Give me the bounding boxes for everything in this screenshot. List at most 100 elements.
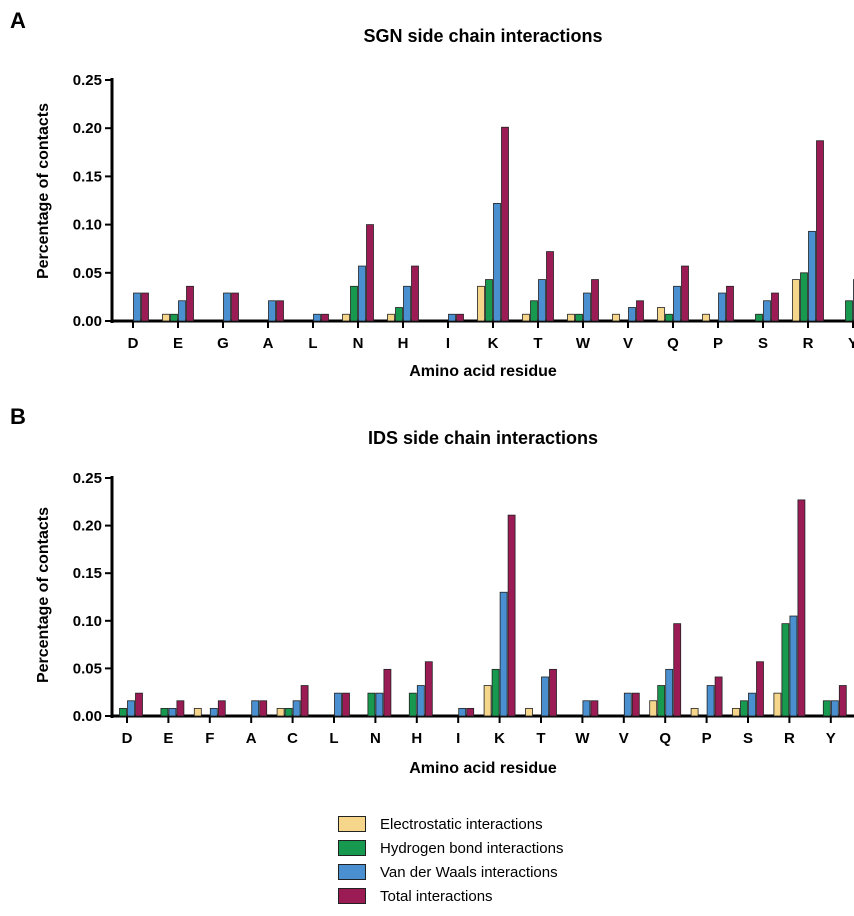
x-tick-label: S xyxy=(758,335,768,352)
bar-electrostatic-P xyxy=(690,707,699,717)
legend: Electrostatic interactions Hydrogen bond… xyxy=(338,812,563,908)
bar-vdw-Q xyxy=(673,285,681,322)
bar-electrostatic-W xyxy=(567,313,575,322)
y-tick-label: 0.20 xyxy=(73,120,102,137)
bar-vdw-C xyxy=(292,700,301,717)
y-tick-label: 0.15 xyxy=(73,565,102,582)
x-tick-label: V xyxy=(623,335,633,352)
x-axis-label-a: Amino acid residue xyxy=(409,363,557,380)
x-tick-label: Y xyxy=(848,335,854,352)
bar-electrostatic-H xyxy=(387,313,395,322)
x-tick-label: Y xyxy=(826,730,836,747)
bar-total-T xyxy=(549,668,557,717)
bar-electrostatic-F xyxy=(193,707,202,717)
y-tick-label: 0.05 xyxy=(73,265,102,282)
legend-label: Electrostatic interactions xyxy=(380,815,543,833)
bar-vdw-V xyxy=(628,307,636,322)
legend-label: Hydrogen bond interactions xyxy=(380,839,564,857)
bar-hbond-N xyxy=(367,692,376,717)
x-axis-label-b: Amino acid residue xyxy=(409,760,557,777)
x-tick-label: C xyxy=(287,730,298,747)
bar-total-I xyxy=(456,313,464,322)
y-tick-label: 0.00 xyxy=(73,708,102,725)
panel-letter-b: B xyxy=(10,404,26,429)
bar-electrostatic-K xyxy=(483,685,492,717)
y-tick-label: 0.25 xyxy=(73,470,102,487)
bar-hbond-D xyxy=(119,707,127,717)
legend-label: Total interactions xyxy=(380,887,493,905)
bar-hbond-R xyxy=(781,623,790,717)
bar-total-D xyxy=(141,292,149,322)
bar-electrostatic-C xyxy=(276,707,285,717)
y-tick-label: 0.10 xyxy=(73,217,102,234)
bar-total-E xyxy=(186,285,194,322)
x-tick-label: N xyxy=(370,730,381,747)
bar-vdw-G xyxy=(223,292,231,322)
x-tick-label: Q xyxy=(659,730,671,747)
x-tick-label: D xyxy=(128,335,139,352)
y-tick-label: 0.05 xyxy=(73,660,102,677)
bar-total-P xyxy=(726,285,734,322)
bar-vdw-V xyxy=(623,692,632,717)
chart-title-a: SGN side chain interactions xyxy=(363,26,603,46)
bar-vdw-Q xyxy=(665,668,674,717)
bar-hbond-K xyxy=(485,279,493,322)
x-tick-label: A xyxy=(246,730,257,747)
bar-hbond-S xyxy=(740,700,748,717)
bar-hbond-S xyxy=(755,313,763,322)
bar-hbond-T xyxy=(530,300,538,322)
bar-hbond-E xyxy=(170,313,178,322)
bar-vdw-F xyxy=(209,707,218,717)
bar-vdw-P xyxy=(718,292,726,322)
bar-total-C xyxy=(300,685,309,717)
bar-total-L xyxy=(342,692,350,717)
bar-electrostatic-T xyxy=(522,313,530,322)
y-tick-label: 0.25 xyxy=(73,72,102,89)
bar-vdw-I xyxy=(458,707,467,717)
bar-vdw-S xyxy=(763,300,771,322)
bar-total-W xyxy=(590,700,599,717)
bar-total-G xyxy=(231,292,239,322)
bar-electrostatic-Q xyxy=(649,700,658,717)
panel-letter-a: A xyxy=(10,8,26,33)
bar-vdw-N xyxy=(358,265,366,322)
bar-total-R xyxy=(816,140,824,322)
bar-total-K xyxy=(501,126,509,322)
x-tick-label: G xyxy=(217,335,229,352)
legend-swatch-total xyxy=(338,888,366,904)
bar-vdw-D xyxy=(133,292,141,322)
x-tick-label: D xyxy=(122,730,133,747)
bar-electrostatic-R xyxy=(773,692,782,717)
bar-vdw-N xyxy=(375,692,384,717)
bar-total-P xyxy=(714,676,723,717)
x-tick-label: W xyxy=(575,730,590,747)
x-tick-label: Q xyxy=(667,335,679,352)
bar-hbond-Y xyxy=(822,700,831,717)
bar-vdw-E xyxy=(178,300,186,322)
x-tick-label: H xyxy=(411,730,422,747)
bar-total-N xyxy=(366,224,374,322)
bar-total-A xyxy=(259,700,268,717)
x-tick-label: R xyxy=(803,335,814,352)
bar-electrostatic-K xyxy=(477,285,485,322)
bar-hbond-E xyxy=(160,707,169,717)
bar-vdw-R xyxy=(789,615,798,717)
bar-electrostatic-S xyxy=(732,707,740,717)
x-tick-label: K xyxy=(494,730,505,747)
bar-total-N xyxy=(383,668,392,717)
bar-vdw-K xyxy=(499,591,508,717)
bar-electrostatic-P xyxy=(702,313,710,322)
bar-hbond-Q xyxy=(665,313,673,322)
bar-chart-b: 0.00 0.05 0.10 0.15 0.20 0.25 D E F A C L N H I K T W V Q P S… xyxy=(73,470,854,747)
bar-vdw-Y xyxy=(830,700,839,717)
x-tick-label: L xyxy=(308,335,317,352)
bar-total-S xyxy=(756,661,764,717)
legend-item-total: Total interactions xyxy=(338,884,563,908)
bar-total-H xyxy=(411,265,419,322)
y-tick-label: 0.20 xyxy=(73,518,102,535)
bar-vdw-R xyxy=(808,230,816,322)
bar-electrostatic-R xyxy=(792,279,800,322)
bar-electrostatic-E xyxy=(162,313,170,322)
bar-electrostatic-T xyxy=(525,707,533,717)
legend-item-electrostatic: Electrostatic interactions xyxy=(338,812,563,836)
